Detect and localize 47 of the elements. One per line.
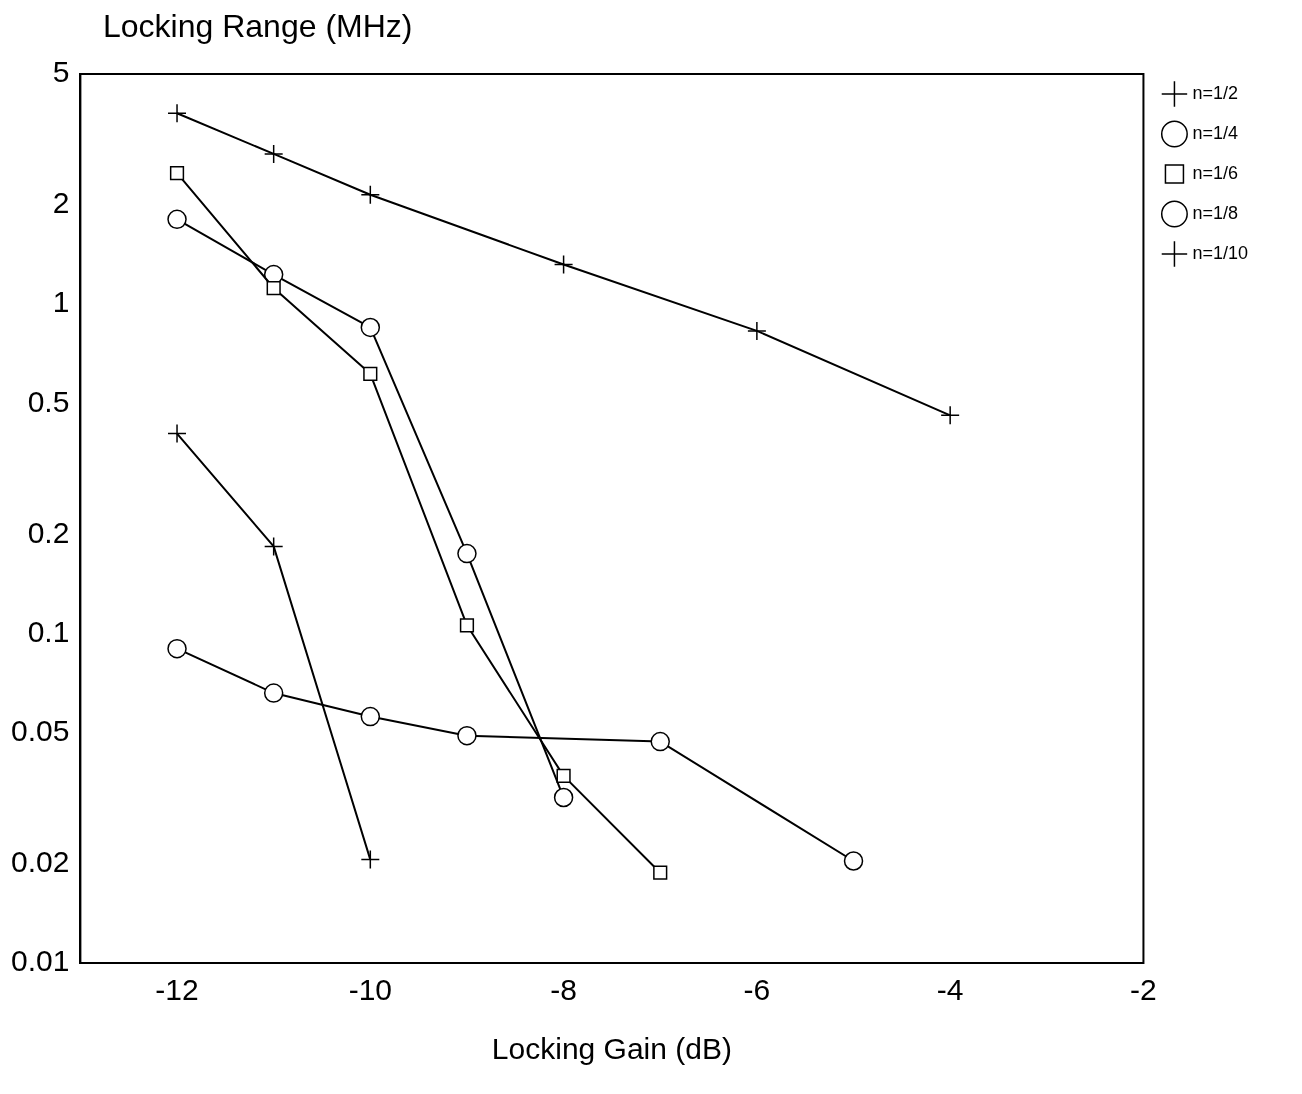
x-tick-label: -8 bbox=[550, 973, 577, 1007]
point bbox=[167, 103, 187, 124]
point bbox=[553, 787, 574, 808]
point bbox=[457, 543, 477, 564]
y-tick-label: 0.2 bbox=[27, 515, 70, 549]
point bbox=[263, 144, 284, 164]
point bbox=[263, 536, 284, 557]
point bbox=[360, 184, 381, 205]
point bbox=[457, 725, 477, 746]
point bbox=[653, 865, 668, 880]
point bbox=[940, 405, 960, 426]
x-tick-label: -12 bbox=[155, 973, 199, 1007]
y-tick-label: 1 bbox=[52, 285, 70, 319]
x-tick-label: -4 bbox=[936, 973, 964, 1007]
y-tick-label: 0.1 bbox=[27, 614, 70, 648]
legend-label: n=1/6 bbox=[1192, 162, 1238, 183]
point bbox=[167, 423, 187, 444]
y-tick-label: 0.5 bbox=[27, 384, 70, 418]
x-axis-title: Locking Gain (dB) bbox=[491, 1032, 732, 1066]
point bbox=[360, 706, 381, 727]
legend-label: n=1/2 bbox=[1192, 82, 1238, 103]
legend-label: n=1/4 bbox=[1192, 122, 1238, 143]
point bbox=[167, 209, 187, 230]
y-tick-label: 5 bbox=[52, 55, 70, 89]
y-tick-label: 2 bbox=[52, 186, 70, 220]
legend-label: n=1/10 bbox=[1192, 242, 1249, 263]
point bbox=[360, 849, 381, 870]
point bbox=[169, 166, 185, 181]
point bbox=[263, 683, 284, 703]
point bbox=[843, 851, 864, 871]
point bbox=[167, 638, 187, 659]
y-tick-label: 0.01 bbox=[11, 944, 70, 978]
point bbox=[363, 366, 378, 381]
x-tick-label: -10 bbox=[348, 973, 392, 1007]
point bbox=[553, 254, 574, 275]
y-axis-title: Locking Range (MHz) bbox=[103, 8, 414, 45]
legend-label: n=1/8 bbox=[1192, 202, 1238, 223]
point bbox=[360, 317, 381, 338]
y-tick-label: 0.02 bbox=[11, 845, 70, 879]
point bbox=[650, 731, 670, 752]
x-tick-label: -6 bbox=[743, 973, 771, 1007]
point bbox=[747, 321, 767, 341]
point bbox=[459, 618, 475, 633]
point bbox=[266, 280, 281, 296]
y-tick-label: 0.05 bbox=[11, 714, 70, 748]
point bbox=[556, 768, 571, 783]
x-tick-label: -2 bbox=[1130, 973, 1157, 1007]
